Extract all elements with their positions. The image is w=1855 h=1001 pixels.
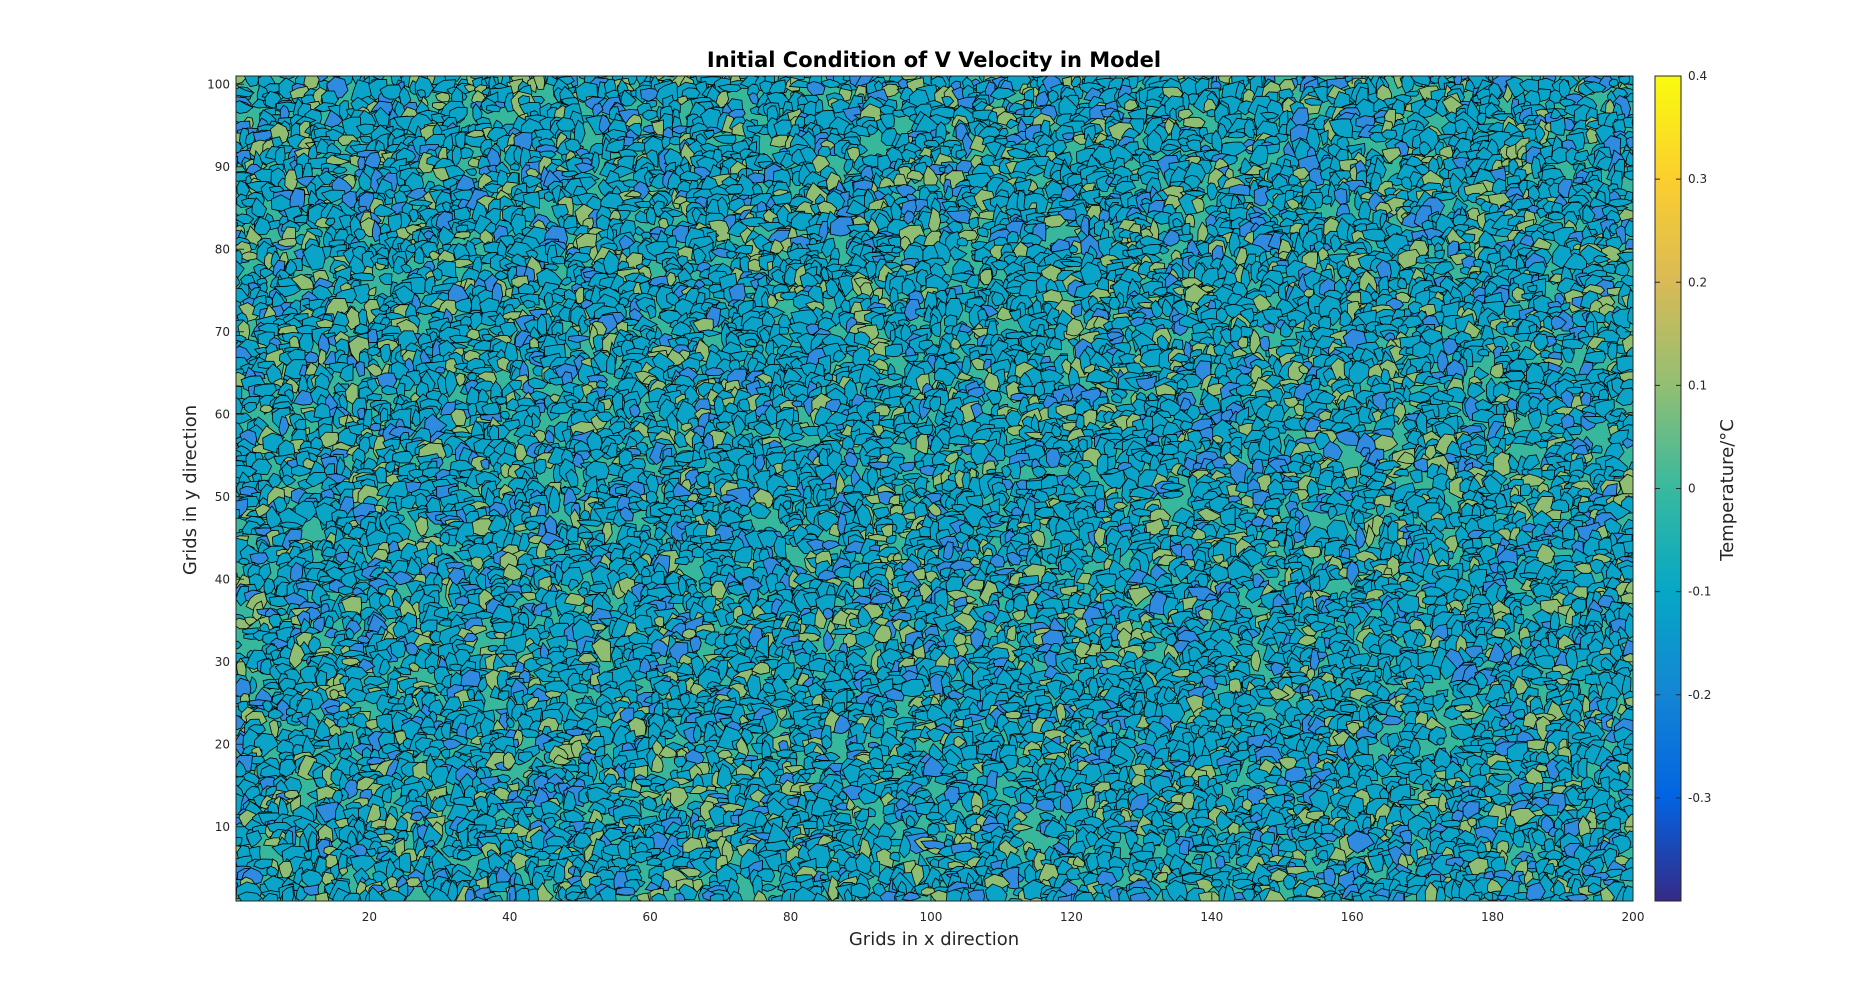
- contour-patch: [766, 91, 790, 111]
- contour-patch: [989, 87, 1017, 100]
- contour-patch: [1401, 76, 1415, 95]
- contour-patch: [717, 84, 742, 92]
- contour-patch: [1608, 78, 1619, 88]
- contour-patch: [303, 76, 320, 91]
- contour-patch: [806, 81, 826, 96]
- contour-patch: [1607, 342, 1618, 361]
- contour-patch: [1614, 262, 1630, 277]
- contour-patch: [884, 343, 904, 358]
- contour-patch: [956, 237, 969, 247]
- contour-patch: [453, 231, 471, 239]
- contour-patch: [840, 83, 853, 92]
- contour-patch: [1549, 89, 1563, 104]
- contour-patch: [1404, 90, 1420, 97]
- contour-patch: [1573, 177, 1584, 184]
- contour-patch: [1214, 76, 1228, 77]
- contour-patch: [620, 89, 637, 107]
- field-layer: [236, 76, 1633, 901]
- contour-patch: [416, 89, 426, 99]
- contour-patch: [509, 163, 520, 171]
- contour-patch: [244, 76, 260, 87]
- contour-patch: [533, 76, 546, 91]
- contour-patch: [236, 76, 248, 85]
- contour-patch: [279, 76, 295, 80]
- contour-patch: [744, 338, 758, 347]
- contour-patch: [455, 224, 469, 233]
- contour-patch: [788, 79, 812, 89]
- contour-patch: [236, 86, 255, 98]
- contour-patch: [1070, 76, 1082, 89]
- contour-patch: [1228, 184, 1252, 197]
- contour-patch: [379, 84, 404, 100]
- contour-patch: [900, 76, 919, 81]
- contour-patch: [1434, 249, 1445, 260]
- contour-patch: [1477, 348, 1489, 357]
- contour-patch: [662, 76, 675, 78]
- chart-title: Initial Condition of V Velocity in Model: [707, 48, 1161, 72]
- contour-patch: [463, 84, 476, 93]
- contour-patch: [503, 92, 514, 113]
- contour-patch: [681, 87, 701, 99]
- contour-patch: [1410, 76, 1431, 87]
- contour-patch: [434, 91, 451, 103]
- contour-patch: [1370, 76, 1387, 78]
- contour-patch: [1583, 81, 1607, 93]
- contour-patch: [1192, 76, 1204, 80]
- contour-patch: [820, 78, 841, 89]
- contour-field: [236, 76, 1633, 901]
- contour-patch: [1129, 173, 1140, 182]
- contour-patch: [640, 88, 661, 102]
- contour-patch: [1061, 132, 1075, 141]
- contour-patch: [677, 95, 689, 106]
